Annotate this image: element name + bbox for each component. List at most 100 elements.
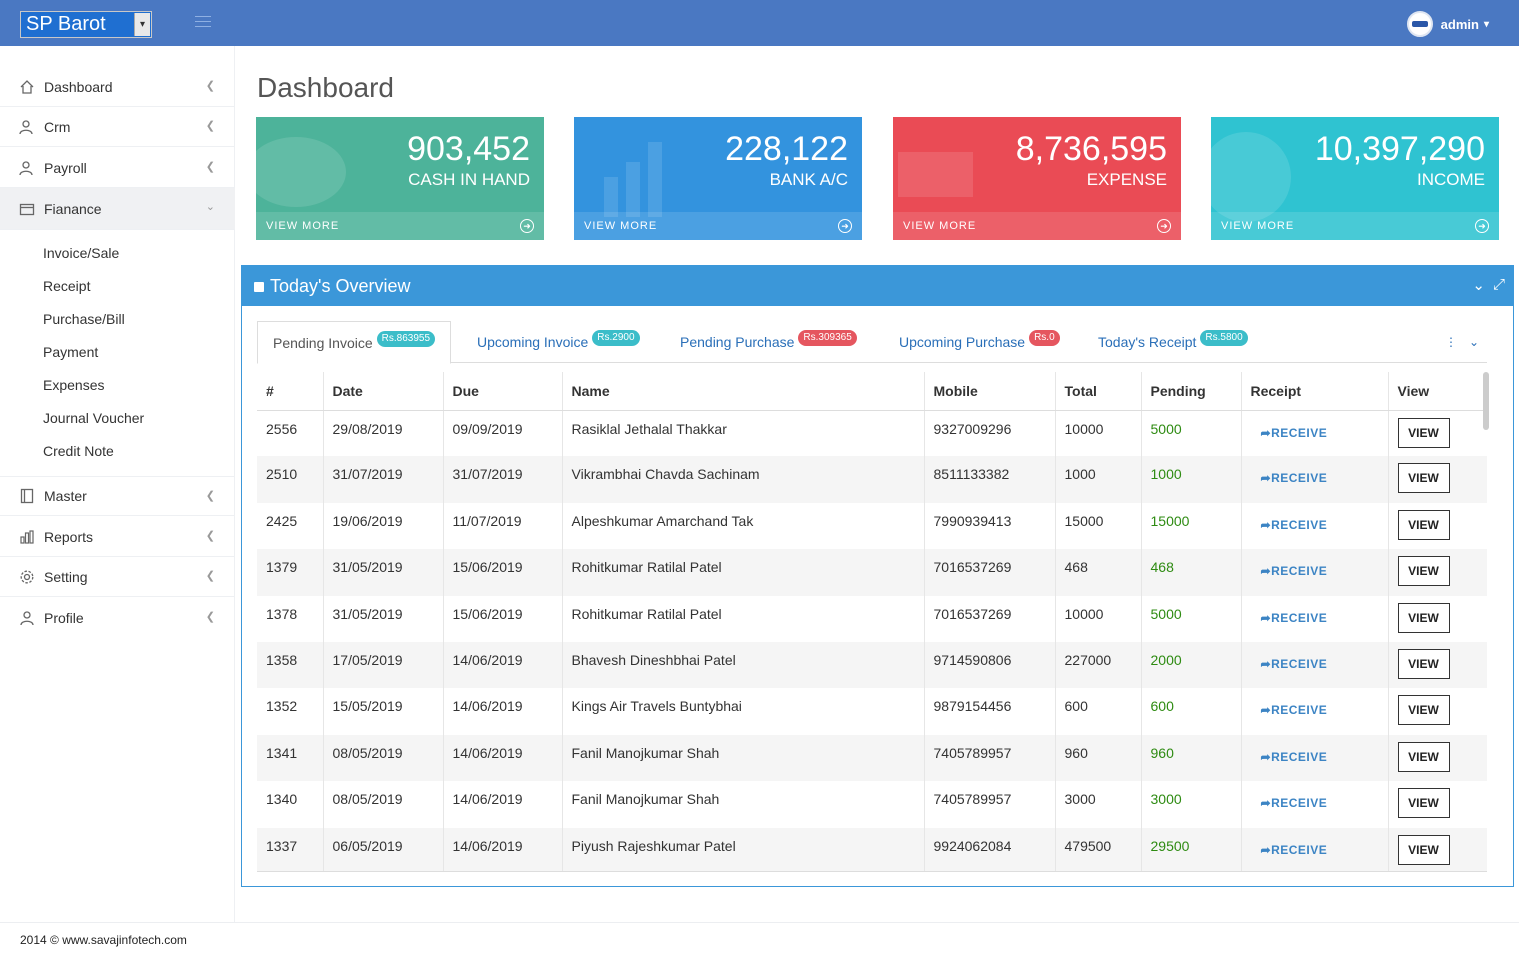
user-icon [18, 609, 36, 627]
cell-name: Vikrambhai Chavda Sachinam [562, 456, 925, 503]
view-more-label: VIEW MORE [1221, 220, 1295, 232]
sidebar-item-finance[interactable]: Fianance ⌄ [0, 188, 235, 230]
cell-date: 31/05/2019 [323, 549, 444, 596]
table-scrollbar[interactable] [1483, 372, 1489, 430]
cell-name: Alpeshkumar Amarchand Tak [562, 502, 925, 550]
tab-pending-purchase[interactable]: Pending Purchase Rs.309365 [680, 321, 857, 363]
receive-button[interactable]: ➦RECEIVE [1261, 564, 1328, 578]
chevron-down-icon[interactable]: ⌄ [1468, 335, 1479, 349]
cell-name: Rohitkumar Ratilal Patel [562, 549, 925, 596]
view-more-label: VIEW MORE [266, 220, 340, 232]
panel-tools: ⌄ ⤢ [1472, 276, 1505, 294]
view-button[interactable]: VIEW [1397, 788, 1450, 819]
tab-upcoming-purchase[interactable]: Upcoming Purchase Rs.0 [899, 321, 1060, 363]
cell-view: VIEW [1388, 827, 1487, 871]
tab-upcoming-invoice[interactable]: Upcoming Invoice Rs.2900 [477, 321, 640, 363]
pending-invoice-table-container[interactable]: # Date Due Name Mobile Total Pending Rec… [257, 372, 1487, 872]
view-more-link[interactable]: VIEW MORE ➜ [256, 212, 544, 240]
receive-label: RECEIVE [1271, 842, 1328, 857]
user-menu[interactable]: admin ▾ [1406, 11, 1489, 37]
receive-button[interactable]: ➦RECEIVE [1261, 703, 1328, 717]
sidebar-subitem-journal-voucher[interactable]: Journal Voucher [43, 410, 145, 426]
sidebar-item-label: Payroll [44, 159, 87, 176]
cell-due: 15/06/2019 [443, 595, 563, 642]
cell-pending: 29500 [1141, 827, 1242, 871]
column-header[interactable]: View [1388, 372, 1487, 411]
sidebar-subitem-receipt[interactable]: Receipt [43, 278, 91, 294]
receive-button[interactable]: ➦RECEIVE [1261, 426, 1328, 440]
cell-receipt: ➦RECEIVE [1241, 827, 1389, 871]
cell-name: Kings Air Travels Buntybhai [562, 688, 925, 735]
receive-button[interactable]: ➦RECEIVE [1261, 471, 1328, 485]
column-header[interactable]: Mobile [924, 372, 1056, 411]
book-icon [18, 487, 36, 505]
sidebar-subitem-credit-note[interactable]: Credit Note [43, 443, 114, 459]
view-button[interactable]: VIEW [1397, 556, 1450, 587]
view-button[interactable]: VIEW [1397, 648, 1450, 679]
cell-pending: 5000 [1141, 410, 1242, 457]
view-button[interactable]: VIEW [1397, 417, 1450, 448]
view-more-link[interactable]: VIEW MORE ➜ [1211, 212, 1499, 240]
view-button[interactable]: VIEW [1397, 741, 1450, 772]
sidebar-item-payroll[interactable]: Payroll ❮ [0, 148, 235, 188]
company-select[interactable]: SP Barot ▾ [20, 11, 152, 38]
view-more-link[interactable]: VIEW MORE ➜ [574, 212, 862, 240]
sidebar-item-setting[interactable]: Setting ❮ [0, 557, 235, 597]
receive-button[interactable]: ➦RECEIVE [1261, 750, 1328, 764]
cell-total: 10000 [1055, 410, 1142, 457]
sidebar-subitem-expenses[interactable]: Expenses [43, 377, 105, 393]
view-more-link[interactable]: VIEW MORE ➜ [893, 212, 1181, 240]
expand-icon[interactable]: ⤢ [1492, 276, 1505, 293]
receive-button[interactable]: ➦RECEIVE [1261, 796, 1328, 810]
column-header[interactable]: Total [1055, 372, 1142, 411]
sidebar-subitem-purchase-bill[interactable]: Purchase/Bill [43, 311, 125, 327]
sidebar-item-master[interactable]: Master ❮ [0, 476, 235, 516]
receive-button[interactable]: ➦RECEIVE [1261, 657, 1328, 671]
card-value: 903,452 [407, 130, 530, 168]
hamburger-menu-icon[interactable] [195, 16, 211, 30]
column-header[interactable]: Receipt [1241, 372, 1389, 411]
receive-label: RECEIVE [1271, 425, 1328, 440]
chevron-left-icon: ❮ [205, 490, 215, 502]
receive-button[interactable]: ➦RECEIVE [1261, 843, 1328, 857]
column-header[interactable]: Name [562, 372, 925, 411]
receive-button[interactable]: ➦RECEIVE [1261, 518, 1328, 532]
view-button[interactable]: VIEW [1397, 602, 1450, 633]
cell-total: 227000 [1055, 641, 1142, 689]
share-arrow-icon: ➦ [1260, 564, 1272, 579]
sidebar-item-dashboard[interactable]: Dashboard ❮ [0, 67, 235, 107]
collapse-chevron-icon[interactable]: ⌄ [1472, 277, 1485, 294]
gift-icon [254, 281, 264, 292]
cell-view: VIEW [1388, 688, 1487, 735]
sidebar-subitem-payment[interactable]: Payment [43, 344, 99, 360]
cell-due: 14/06/2019 [443, 827, 563, 871]
cell-name: Piyush Rajeshkumar Patel [562, 827, 925, 871]
company-select-value: SP Barot [26, 13, 106, 35]
tab-pending-invoice[interactable]: Pending Invoice Rs.863955 [257, 321, 452, 364]
sidebar-subitem-invoice-sale[interactable]: Invoice/Sale [43, 245, 120, 261]
view-button[interactable]: VIEW [1397, 509, 1450, 540]
cell-pending: 5000 [1141, 595, 1242, 642]
receive-button[interactable]: ➦RECEIVE [1261, 611, 1328, 625]
share-arrow-icon: ➦ [1260, 656, 1272, 671]
sidebar-item-label: Reports [44, 528, 94, 545]
view-button[interactable]: VIEW [1397, 463, 1450, 494]
view-button[interactable]: VIEW [1397, 834, 1450, 865]
more-vertical-icon[interactable]: ⋮ [1444, 335, 1457, 349]
column-header[interactable]: Date [323, 372, 444, 411]
cell-receipt: ➦RECEIVE [1241, 410, 1389, 457]
cell-due: 14/06/2019 [443, 781, 563, 828]
view-button[interactable]: VIEW [1397, 695, 1450, 726]
column-header[interactable]: Due [443, 372, 563, 411]
sidebar-item-reports[interactable]: Reports ❮ [0, 517, 235, 557]
chevron-down-icon: ⌄ [205, 201, 215, 213]
chevron-left-icon: ❮ [205, 611, 215, 623]
sidebar-item-profile[interactable]: Profile ❮ [0, 598, 235, 638]
cell-pending: 600 [1141, 688, 1242, 735]
chevron-down-icon: ▾ [1483, 18, 1489, 30]
wallet-icon [18, 200, 36, 218]
column-header[interactable]: Pending [1141, 372, 1242, 411]
sidebar-item-crm[interactable]: Crm ❮ [0, 107, 235, 147]
column-header[interactable]: # [257, 372, 324, 411]
tab-todays-receipt[interactable]: Today's Receipt Rs.5800 [1098, 321, 1248, 363]
